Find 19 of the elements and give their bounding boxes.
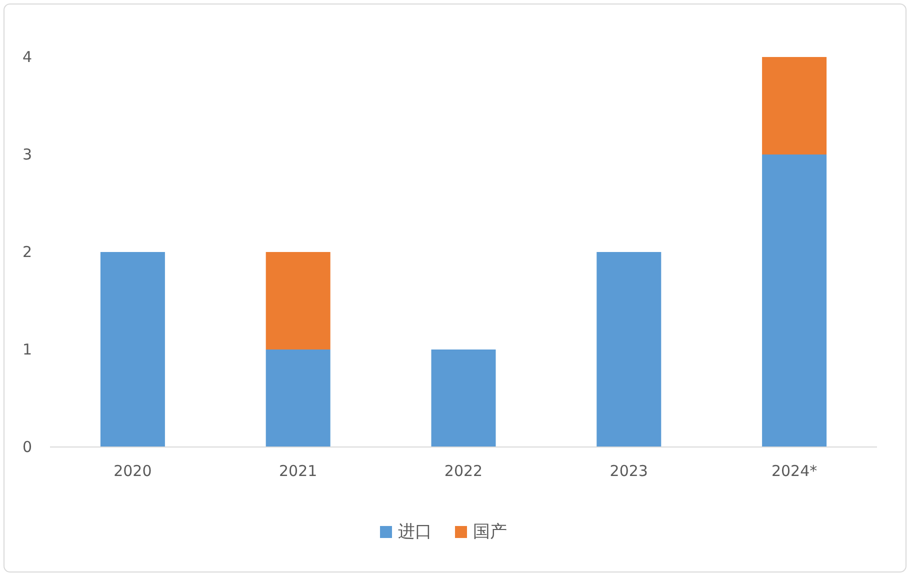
y-tick-label: 1 — [22, 340, 32, 358]
bar — [762, 154, 827, 447]
bar — [596, 252, 662, 447]
legend-label: 进口 — [398, 522, 432, 542]
y-tick-label: 0 — [22, 438, 32, 456]
bar — [266, 350, 330, 447]
x-tick-label: 2020 — [114, 462, 152, 480]
bar — [762, 57, 827, 154]
y-tick-label: 3 — [22, 146, 32, 164]
bar — [100, 252, 165, 447]
x-tick-label: 2023 — [610, 462, 648, 480]
y-tick-label: 2 — [22, 243, 32, 261]
x-tick-label: 2024* — [771, 462, 818, 480]
y-tick-label: 4 — [22, 48, 32, 66]
bar — [431, 350, 496, 447]
x-tick-label: 2021 — [279, 462, 318, 480]
legend-label: 国产 — [473, 522, 507, 542]
x-tick-label: 2022 — [444, 462, 483, 480]
bar — [266, 252, 330, 350]
